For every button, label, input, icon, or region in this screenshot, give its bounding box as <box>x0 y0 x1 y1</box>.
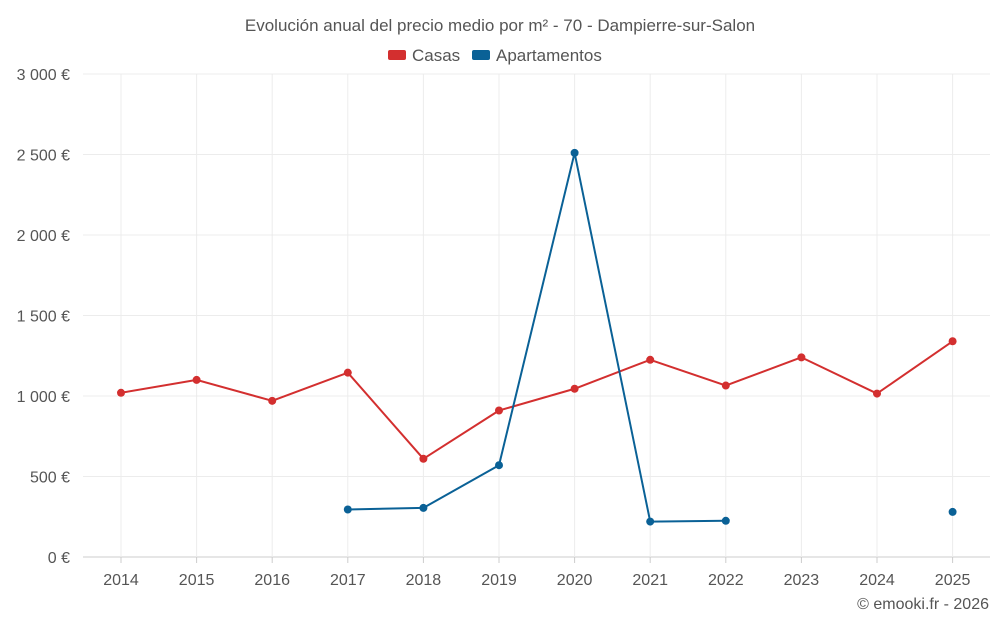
series-casas <box>117 337 957 463</box>
data-point-casas[interactable] <box>192 375 201 384</box>
series-apartamentos <box>343 148 957 526</box>
chart-title: Evolución anual del precio medio por m² … <box>245 16 755 35</box>
series-line-apartamentos <box>347 151 726 523</box>
legend-swatch-apartamentos <box>472 50 490 60</box>
y-tick-label: 500 € <box>30 470 70 487</box>
y-tick-label: 1 500 € <box>17 309 70 326</box>
y-tick-label: 2 000 € <box>17 228 70 245</box>
series <box>117 148 957 526</box>
data-point-casas[interactable] <box>646 355 655 364</box>
data-point-apartamentos[interactable] <box>721 516 730 525</box>
data-point-casas[interactable] <box>343 368 352 377</box>
x-tick-label: 2018 <box>406 572 442 589</box>
y-tick-label: 0 € <box>48 550 70 567</box>
data-point-casas[interactable] <box>948 337 957 346</box>
credit: © emooki.fr - 2026 <box>857 596 989 613</box>
data-point-casas[interactable] <box>268 396 277 405</box>
y-tick-label: 2 500 € <box>17 148 70 165</box>
y-tick-label: 1 000 € <box>17 389 70 406</box>
series-line-casas <box>120 340 954 460</box>
data-point-apartamentos[interactable] <box>570 148 579 157</box>
data-point-apartamentos[interactable] <box>948 507 957 516</box>
x-tick-label: 2016 <box>254 572 290 589</box>
x-tick-label: 2025 <box>935 572 971 589</box>
x-tick-label: 2014 <box>103 572 139 589</box>
grid <box>83 73 990 558</box>
legend: Casas Apartamentos <box>388 46 602 65</box>
x-tick-label: 2023 <box>784 572 820 589</box>
x-tick-label: 2017 <box>330 572 366 589</box>
legend-item-casas[interactable]: Casas <box>388 46 460 65</box>
data-point-casas[interactable] <box>419 454 428 463</box>
data-point-apartamentos[interactable] <box>419 503 428 512</box>
x-tick-label: 2022 <box>708 572 744 589</box>
legend-swatch-casas <box>388 50 406 60</box>
data-point-casas[interactable] <box>721 381 730 390</box>
data-point-casas[interactable] <box>873 389 881 398</box>
x-tick-label: 2021 <box>632 572 668 589</box>
data-point-casas[interactable] <box>117 388 125 397</box>
data-point-apartamentos[interactable] <box>495 461 503 470</box>
data-point-casas[interactable] <box>797 353 806 362</box>
x-tick-label: 2015 <box>179 572 215 589</box>
data-point-casas[interactable] <box>570 384 579 393</box>
legend-item-apartamentos[interactable]: Apartamentos <box>472 46 602 65</box>
legend-label-casas: Casas <box>412 46 460 65</box>
x-tick-label: 2024 <box>859 572 895 589</box>
data-point-apartamentos[interactable] <box>343 505 352 514</box>
data-point-casas[interactable] <box>495 406 503 415</box>
y-tick-label: 3 000 € <box>17 67 70 84</box>
axes: 0 € 500 € 1 000 € 1 500 € 2 000 € 2 500 € 3 00… <box>17 67 971 589</box>
x-tick-label: 2019 <box>481 572 517 589</box>
legend-label-apartamentos: Apartamentos <box>496 46 602 65</box>
data-point-apartamentos[interactable] <box>646 517 655 526</box>
x-tick-label: 2020 <box>557 572 593 589</box>
